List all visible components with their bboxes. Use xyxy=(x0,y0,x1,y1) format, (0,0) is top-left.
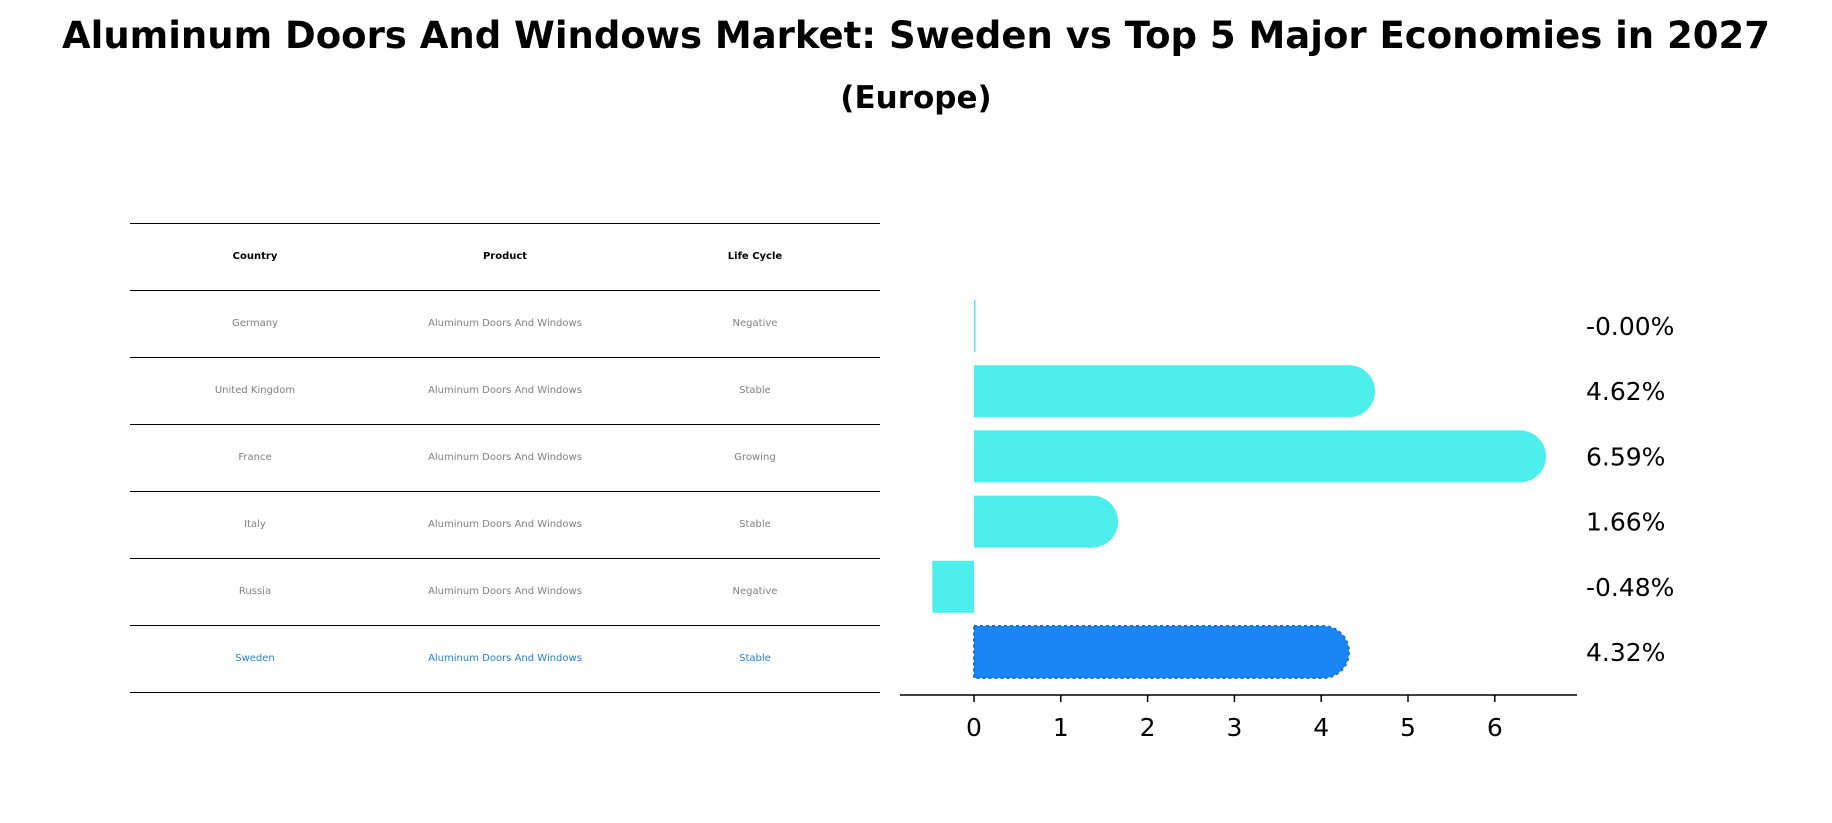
cell-life-cycle: Stable xyxy=(739,653,771,664)
value-label-2: 6.59% xyxy=(1586,442,1665,471)
x-tick-label-2: 2 xyxy=(1140,713,1156,742)
cell-country: United Kingdom xyxy=(214,385,296,396)
cell-country: Russia xyxy=(238,586,272,597)
cell-product: Aluminum Doors And Windows xyxy=(428,385,582,396)
header-product: Product xyxy=(482,251,528,262)
value-label-3: 1.66% xyxy=(1586,508,1665,537)
table-row: United Kingdom Aluminum Doors And Window… xyxy=(130,357,880,424)
table-row: Germany Aluminum Doors And Windows Negat… xyxy=(130,290,880,357)
cell-life-cycle: Stable xyxy=(739,385,771,396)
table-row-highlight: Sweden Aluminum Doors And Windows Stable xyxy=(130,625,880,693)
value-label-5: 4.32% xyxy=(1586,638,1665,667)
cell-life-cycle: Growing xyxy=(734,452,776,463)
cell-product: Aluminum Doors And Windows xyxy=(428,452,582,463)
cell-country: Italy xyxy=(244,519,266,530)
cell-country: France xyxy=(238,452,272,463)
table-row: Italy Aluminum Doors And Windows Stable xyxy=(130,491,880,558)
cell-product: Aluminum Doors And Windows xyxy=(428,318,582,329)
header-life-cycle: Life Cycle xyxy=(727,251,783,262)
x-tick-label-5: 5 xyxy=(1400,713,1416,742)
x-tick-label-0: 0 xyxy=(966,713,982,742)
cell-life-cycle: Negative xyxy=(732,586,778,597)
country-table: Country Product Life Cycle Germany Alumi… xyxy=(130,223,880,693)
x-tick-label-1: 1 xyxy=(1053,713,1069,742)
table-row: France Aluminum Doors And Windows Growin… xyxy=(130,424,880,491)
cell-life-cycle: Stable xyxy=(739,519,771,530)
bar-3 xyxy=(974,495,1119,548)
value-label-0: -0.00% xyxy=(1586,312,1674,341)
x-tick-label-6: 6 xyxy=(1487,713,1503,742)
table-header-row: Country Product Life Cycle xyxy=(130,223,880,290)
cell-country: Sweden xyxy=(235,653,275,664)
bar-1 xyxy=(974,365,1375,418)
table-row: Russia Aluminum Doors And Windows Negati… xyxy=(130,558,880,625)
cell-product: Aluminum Doors And Windows xyxy=(428,653,582,664)
bar-4 xyxy=(932,560,974,613)
cell-life-cycle: Negative xyxy=(732,318,778,329)
cell-country: Germany xyxy=(232,318,278,329)
x-tick-label-4: 4 xyxy=(1313,713,1329,742)
cell-product: Aluminum Doors And Windows xyxy=(428,586,582,597)
value-label-4: -0.48% xyxy=(1586,573,1674,602)
bar-2 xyxy=(974,430,1547,483)
x-tick-label-3: 3 xyxy=(1226,713,1242,742)
chart-title: Aluminum Doors And Windows Market: Swede… xyxy=(62,14,1770,57)
value-label-1: 4.62% xyxy=(1586,377,1665,406)
chart-subtitle: (Europe) xyxy=(840,80,992,116)
header-country: Country xyxy=(232,251,278,262)
bar-0 xyxy=(974,300,976,352)
bar-5 xyxy=(973,625,1350,679)
cell-product: Aluminum Doors And Windows xyxy=(428,519,582,530)
